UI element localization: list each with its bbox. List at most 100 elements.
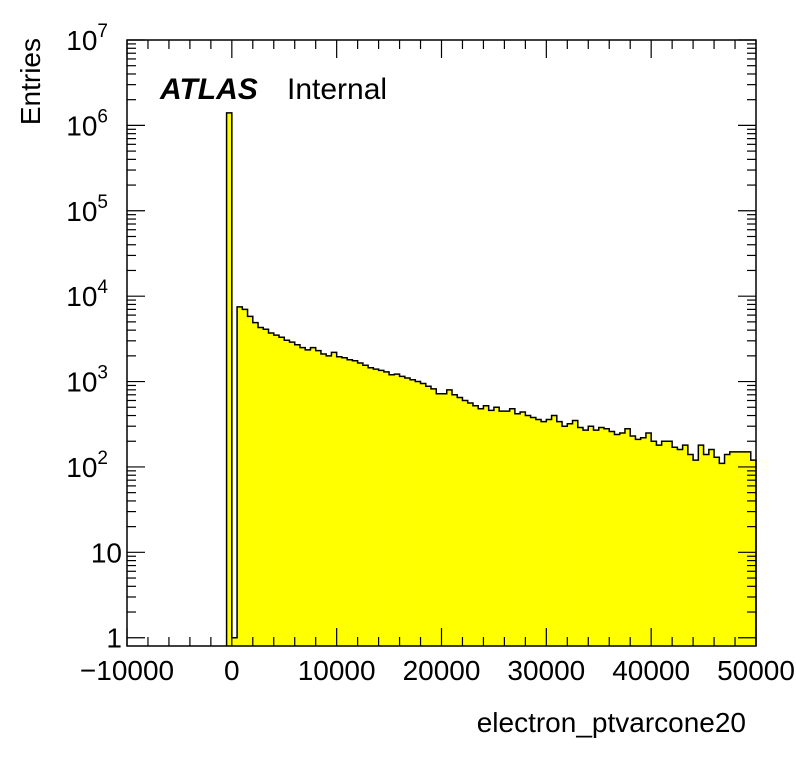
histogram-bin bbox=[541, 421, 547, 646]
histogram-bin bbox=[415, 381, 421, 646]
histogram-bin bbox=[703, 454, 710, 646]
x-tick-label: 40000 bbox=[612, 655, 690, 686]
histogram-bin bbox=[284, 340, 290, 646]
histogram-bin bbox=[614, 434, 621, 646]
histogram-bin bbox=[389, 374, 395, 646]
histogram-bin bbox=[247, 316, 254, 646]
histogram-bin bbox=[462, 400, 469, 646]
histogram-bin bbox=[478, 408, 484, 646]
histogram-bin bbox=[231, 637, 238, 646]
histogram-bin bbox=[368, 367, 374, 646]
histogram-bin bbox=[546, 419, 552, 646]
histogram-bin bbox=[446, 389, 453, 646]
histogram-bin bbox=[525, 415, 531, 646]
y-tick-labels: 1 10 102 103 104 105 106 107 bbox=[66, 21, 122, 654]
histogram-bin bbox=[268, 333, 275, 646]
histogram-bin bbox=[588, 426, 594, 646]
histogram-bin bbox=[279, 337, 285, 646]
histogram-bin bbox=[630, 436, 636, 646]
histogram-bin bbox=[305, 349, 311, 646]
histogram-bin bbox=[399, 376, 406, 646]
histogram-bin bbox=[410, 379, 416, 646]
histogram-bin bbox=[750, 460, 757, 646]
histogram-bin bbox=[472, 405, 479, 646]
histogram-bin bbox=[357, 362, 364, 646]
histogram-bin bbox=[362, 365, 369, 646]
histogram-bin bbox=[562, 426, 568, 646]
histogram-bin bbox=[624, 428, 631, 646]
y-tick-label: 106 bbox=[66, 106, 108, 141]
histogram-bin bbox=[457, 397, 463, 646]
histogram-bin bbox=[609, 431, 615, 646]
histogram-bin bbox=[310, 347, 316, 646]
x-tick-labels: −10000 0 10000 20000 30000 40000 50000 bbox=[80, 655, 795, 686]
histogram-bin bbox=[729, 451, 736, 646]
histogram-bin bbox=[431, 388, 437, 646]
y-tick-label: 105 bbox=[66, 192, 108, 227]
histogram-bin bbox=[242, 309, 248, 646]
histogram-bin bbox=[451, 394, 458, 646]
histogram-bin bbox=[237, 306, 243, 646]
histogram-bin bbox=[661, 441, 668, 646]
plot-frame bbox=[126, 39, 757, 647]
y-axis-title: Entries bbox=[15, 38, 46, 125]
y-tick-label: 107 bbox=[66, 21, 108, 56]
x-tick-label: 20000 bbox=[403, 655, 481, 686]
histogram-outline bbox=[225, 112, 757, 646]
histogram-bin bbox=[698, 445, 704, 646]
histogram-bin bbox=[294, 344, 301, 646]
x-tick-label: 0 bbox=[224, 655, 240, 686]
histogram-bin bbox=[577, 427, 584, 646]
histogram-bin bbox=[299, 347, 306, 646]
histogram-bin bbox=[593, 430, 600, 646]
x-tick-label: 10000 bbox=[298, 655, 376, 686]
internal-label: Internal bbox=[287, 73, 387, 106]
histogram-bin bbox=[320, 354, 327, 646]
histogram-bin bbox=[535, 419, 542, 646]
histogram-bin bbox=[383, 371, 390, 646]
histogram-bin bbox=[378, 370, 385, 646]
histogram-bin bbox=[373, 369, 379, 646]
histogram-bin bbox=[326, 355, 332, 646]
histogram-bin bbox=[645, 432, 652, 646]
histogram-bin bbox=[640, 437, 647, 646]
histogram-bin bbox=[336, 356, 343, 646]
histogram-bin bbox=[331, 352, 337, 646]
histogram-bin bbox=[682, 445, 689, 646]
histogram-bin bbox=[598, 427, 605, 646]
y-tick-label: 10 bbox=[91, 537, 122, 568]
x-tick-label: −10000 bbox=[80, 655, 174, 686]
histogram-bin bbox=[347, 359, 353, 646]
histogram-bin bbox=[341, 357, 348, 646]
histogram-bin bbox=[556, 421, 563, 646]
histogram-bin bbox=[226, 112, 233, 647]
histogram-bin bbox=[677, 449, 683, 646]
histogram-bin bbox=[315, 350, 322, 646]
histogram-bin bbox=[719, 463, 725, 646]
histogram-bin bbox=[583, 430, 589, 646]
histogram-bin bbox=[651, 441, 657, 646]
histogram-bin bbox=[619, 432, 626, 646]
x-tick-label: 30000 bbox=[507, 655, 585, 686]
histogram-bin bbox=[483, 405, 489, 646]
histogram-bin bbox=[263, 329, 269, 646]
histogram-bin bbox=[404, 378, 411, 646]
x-axis-title: electron_ptvarcone20 bbox=[477, 707, 746, 738]
atlas-label: ATLAS bbox=[159, 73, 258, 106]
histogram-bin bbox=[504, 411, 510, 646]
histogram-bin bbox=[724, 454, 731, 646]
y-tick-label: 103 bbox=[66, 363, 108, 398]
histogram-bin bbox=[635, 439, 641, 646]
histogram-bin bbox=[352, 360, 358, 646]
histogram-bin bbox=[708, 449, 715, 646]
histogram-bin bbox=[745, 451, 752, 646]
y-tick-label: 102 bbox=[66, 448, 108, 483]
histogram-bin bbox=[656, 445, 662, 646]
histogram-bin bbox=[289, 342, 296, 646]
histogram-bin bbox=[441, 393, 448, 646]
histogram-bin bbox=[735, 451, 741, 646]
histogram-bin bbox=[467, 403, 474, 646]
histogram-bin bbox=[740, 451, 746, 646]
histogram-bin bbox=[672, 447, 678, 646]
histogram-bin bbox=[252, 322, 259, 646]
